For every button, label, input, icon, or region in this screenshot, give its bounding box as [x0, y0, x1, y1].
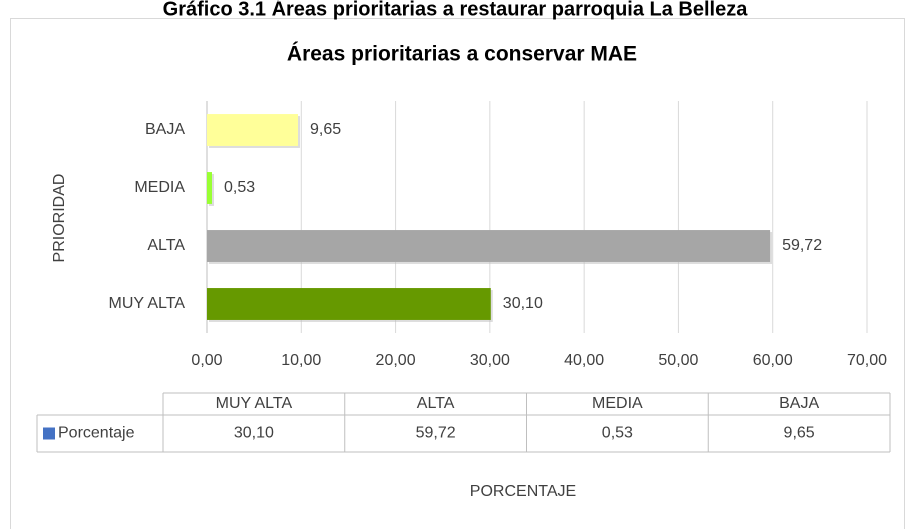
x-tick-label: 50,00 [658, 352, 698, 369]
x-tick-label: 30,00 [470, 352, 510, 369]
data-label: 59,72 [782, 237, 822, 254]
table-cell: 9,65 [784, 425, 815, 442]
x-tick-label: 60,00 [753, 352, 793, 369]
x-axis-label: PORCENTAJE [470, 483, 576, 500]
bar [207, 230, 771, 262]
bar [207, 114, 298, 146]
table-header: MUY ALTA [216, 395, 293, 412]
x-tick-label: 10,00 [281, 352, 321, 369]
chart-title: Áreas prioritarias a conservar MAE [287, 43, 637, 66]
table-cell: 59,72 [416, 425, 456, 442]
bar [207, 172, 212, 204]
x-tick-label: 0,00 [191, 352, 222, 369]
table-header: BAJA [779, 395, 819, 412]
legend-label: Porcentaje [58, 425, 135, 442]
y-tick-label: ALTA [147, 237, 185, 254]
y-tick-label: MEDIA [134, 179, 185, 196]
data-label: 9,65 [310, 121, 341, 138]
y-axis-label: PRIORIDAD [51, 174, 68, 263]
table-header: ALTA [417, 395, 455, 412]
data-label: 30,10 [503, 295, 543, 312]
y-tick-label: MUY ALTA [109, 295, 186, 312]
legend-swatch [43, 427, 55, 440]
y-tick-label: BAJA [145, 121, 185, 138]
chart-border [10, 18, 905, 529]
x-tick-label: 70,00 [847, 352, 887, 369]
table-cell: 30,10 [234, 425, 274, 442]
bar [207, 288, 491, 320]
table-header: MEDIA [592, 395, 643, 412]
data-label: 0,53 [224, 179, 255, 196]
x-tick-label: 40,00 [564, 352, 604, 369]
table-cell: 0,53 [602, 425, 633, 442]
caption: Gráfico 3.1 Áreas prioritarias a restaur… [163, 0, 749, 20]
x-tick-label: 20,00 [376, 352, 416, 369]
